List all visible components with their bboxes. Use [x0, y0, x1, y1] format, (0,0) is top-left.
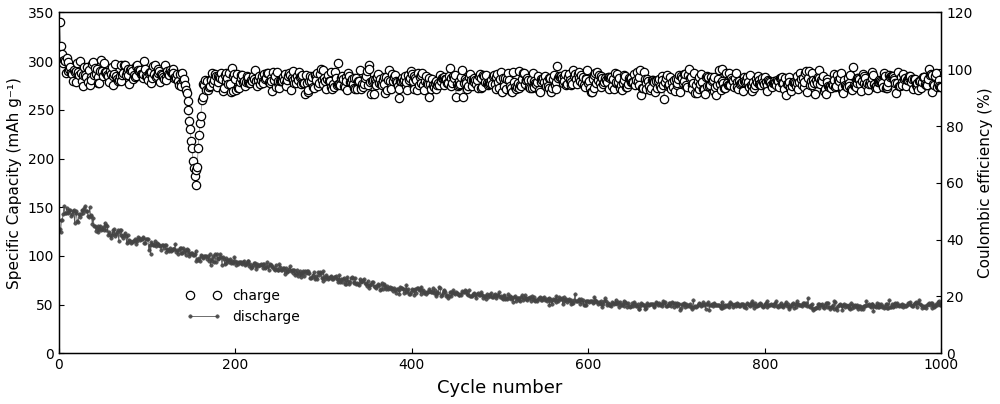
- discharge: [54, 227, 66, 231]
- Line: charge: charge: [55, 18, 945, 189]
- charge: [190, 182, 202, 187]
- discharge: [867, 309, 879, 314]
- discharge: [58, 204, 70, 208]
- Y-axis label: Coulombic efficiency (%): Coulombic efficiency (%): [978, 88, 993, 278]
- discharge: [443, 294, 455, 299]
- charge: [660, 76, 672, 80]
- discharge: [145, 251, 157, 256]
- discharge: [660, 304, 672, 309]
- discharge: [411, 286, 423, 290]
- charge: [144, 70, 156, 75]
- charge: [935, 84, 947, 89]
- Y-axis label: Specific Capacity (mAh g⁻¹): Specific Capacity (mAh g⁻¹): [7, 77, 22, 289]
- charge: [742, 79, 754, 84]
- charge: [758, 82, 770, 87]
- discharge: [758, 304, 770, 309]
- charge: [411, 88, 423, 93]
- discharge: [935, 302, 947, 307]
- X-axis label: Cycle number: Cycle number: [437, 379, 563, 397]
- charge: [54, 20, 66, 25]
- charge: [443, 74, 455, 78]
- discharge: [742, 302, 754, 307]
- Line: discharge: discharge: [58, 204, 943, 313]
- Legend: charge, discharge: charge, discharge: [180, 283, 305, 329]
